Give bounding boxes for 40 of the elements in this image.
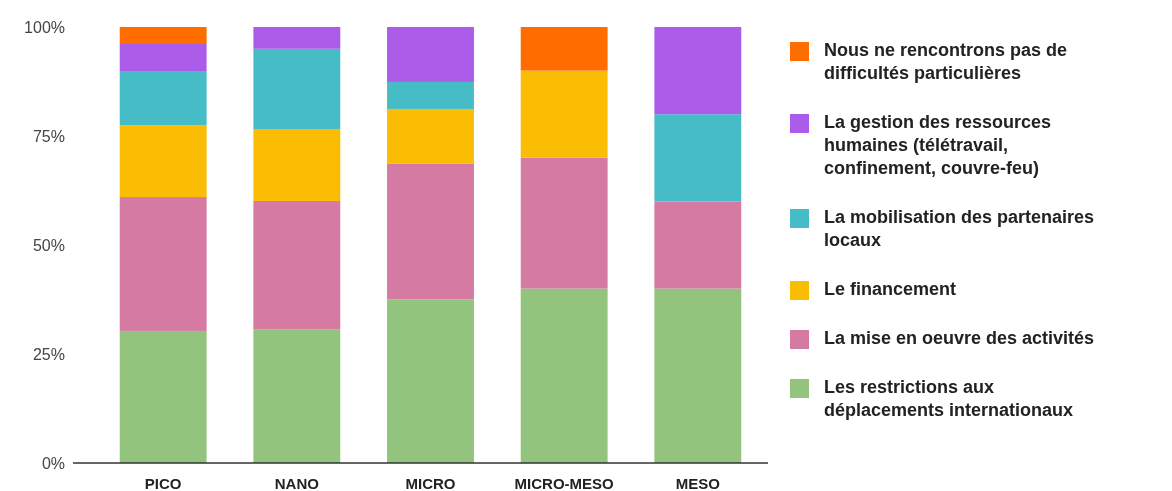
bar: [119, 44, 207, 72]
x-tick-label: PICO: [144, 475, 182, 491]
bar: [387, 108, 474, 164]
x-tick-label: MESO: [675, 475, 721, 491]
bar: [387, 81, 474, 109]
bar: [387, 299, 474, 463]
legend-label: Les restrictions aux déplacements internationaux: [824, 377, 1074, 420]
bar: [253, 48, 341, 130]
bar: [520, 27, 608, 71]
bar: [119, 125, 207, 198]
bar: [520, 157, 608, 289]
bar: [253, 329, 341, 463]
legend-label: Nous ne rencontrons pas de difficultés particulières: [824, 40, 1068, 83]
bar: [520, 70, 608, 158]
y-tick-label: 0%: [41, 454, 65, 472]
y-tick-label: 100%: [24, 18, 65, 36]
bar: [654, 27, 742, 115]
bar: [119, 27, 207, 44]
bar: [253, 200, 341, 330]
y-tick-label: 50%: [32, 236, 65, 254]
y-tick-label: 75%: [32, 127, 65, 145]
bar: [119, 330, 207, 463]
bar: [387, 163, 474, 300]
legend-label: La mobilisation des partenaires locaux: [824, 207, 1095, 250]
bar: [253, 129, 341, 201]
bar: [654, 114, 742, 202]
bar: [253, 27, 341, 49]
legend-label: La mise en oeuvre des activités: [824, 328, 1095, 348]
x-tick-label: MICRO: [405, 475, 456, 491]
bar: [387, 27, 474, 82]
bar: [119, 197, 207, 331]
x-tick-label: NANO: [274, 475, 320, 491]
bar: [520, 288, 608, 463]
bar: [654, 201, 742, 289]
legend-label: Le financement: [824, 279, 957, 299]
bar: [654, 288, 742, 463]
bar: [119, 71, 207, 126]
x-tick-label: MICRO-MESO: [514, 475, 615, 491]
legend-label: La gestion des ressources humaines (télétravail, confinement, couvre-feu): [824, 112, 1052, 178]
y-tick-label: 25%: [32, 345, 65, 363]
